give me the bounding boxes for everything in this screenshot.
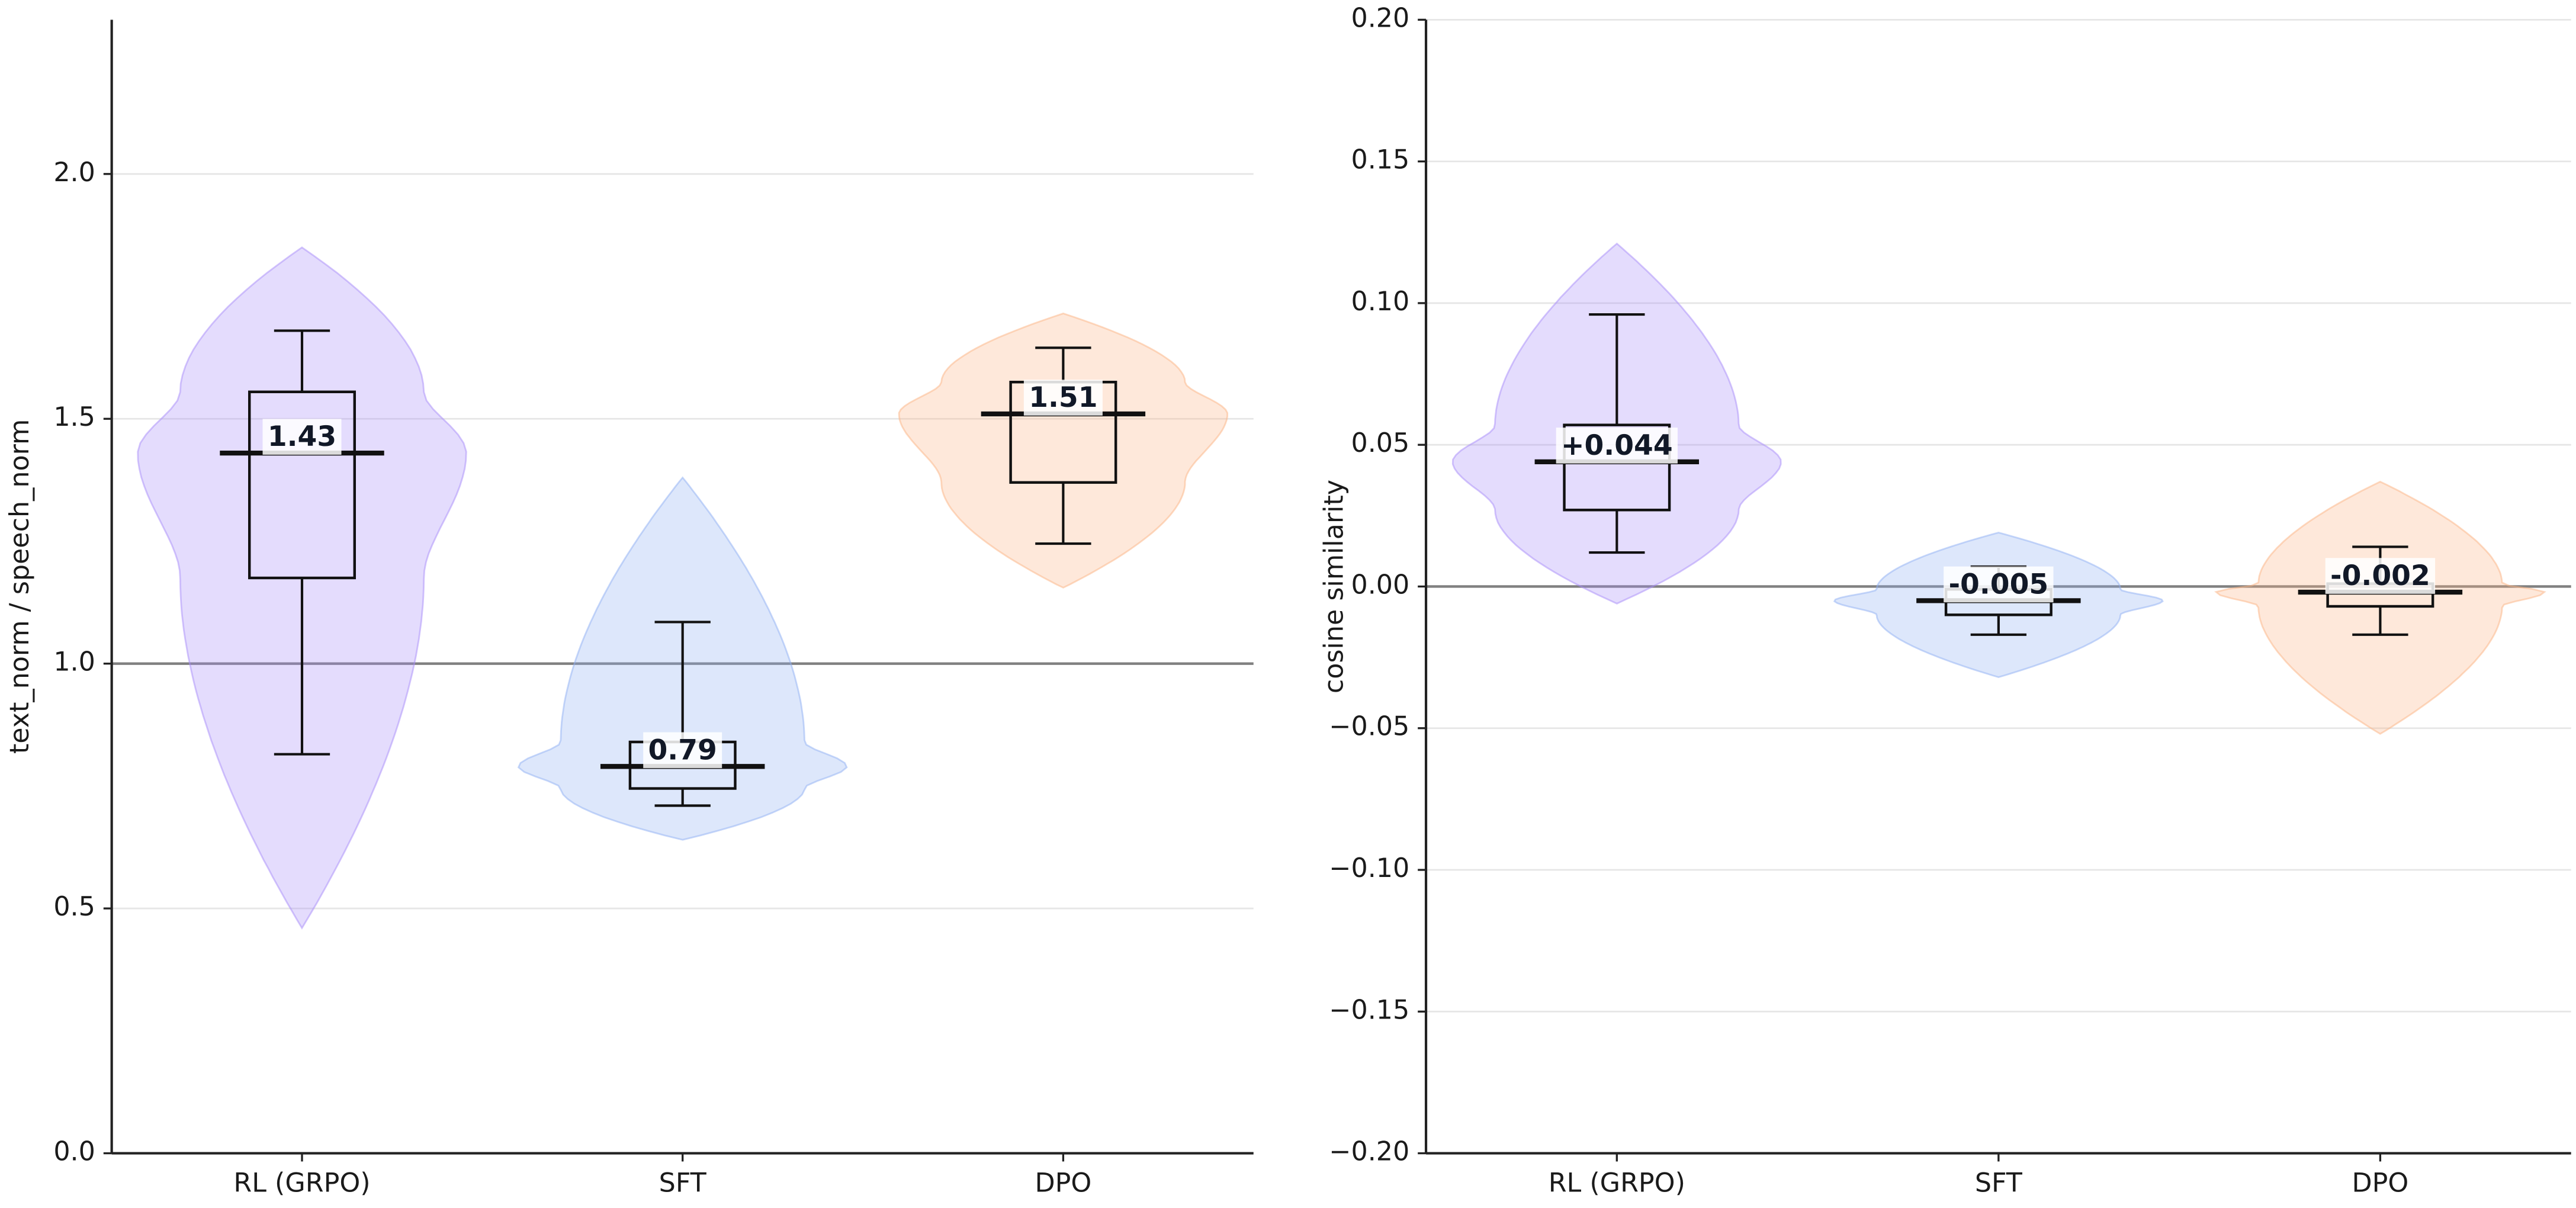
x-tick-label: RL (GRPO) <box>233 1168 370 1198</box>
violin <box>1833 532 2164 679</box>
y-tick-label: 0.15 <box>1351 145 1409 175</box>
box <box>1563 423 1671 512</box>
value-label: 0.79 <box>648 734 717 766</box>
y-tick-label: 0.5 <box>53 892 95 922</box>
value-label: -0.005 <box>1948 568 2048 600</box>
x-tick-label: DPO <box>2352 1168 2408 1198</box>
violin <box>898 312 1229 589</box>
y-tick-label: 0.10 <box>1351 287 1409 317</box>
x-tick-label: RL (GRPO) <box>1549 1168 1685 1198</box>
y-tick-label: 1.0 <box>53 647 95 677</box>
y-tick-label: −0.10 <box>1329 853 1409 883</box>
box <box>248 390 356 580</box>
x-tick-label: SFT <box>1975 1168 2023 1198</box>
y-tick-label: −0.15 <box>1329 995 1409 1025</box>
y-tick-label: 2.0 <box>53 158 95 188</box>
y-tick-label: 0.20 <box>1351 3 1409 33</box>
y-axis-label: text_norm / speech_norm <box>5 419 35 754</box>
y-tick-label: −0.05 <box>1329 712 1409 742</box>
y-tick-label: −0.20 <box>1329 1137 1409 1167</box>
value-label-bg <box>643 732 722 769</box>
value-label-bg <box>1944 566 2054 603</box>
value-label-bg <box>1556 428 1678 464</box>
y-tick-label: 1.5 <box>53 402 95 432</box>
y-axis-label: cosine similarity <box>1319 480 1349 693</box>
y-tick-label: 0.05 <box>1351 428 1409 458</box>
value-label-bg <box>262 419 342 455</box>
y-tick-label: 0.00 <box>1351 570 1409 600</box>
value-label: +0.044 <box>1561 429 1673 462</box>
value-label: 1.43 <box>268 420 336 453</box>
x-tick-label: DPO <box>1035 1168 1091 1198</box>
value-label: 1.51 <box>1029 381 1097 414</box>
y-tick-label: 0.0 <box>53 1137 95 1167</box>
value-label: -0.002 <box>2330 560 2430 592</box>
value-label-bg <box>1023 380 1103 416</box>
x-tick-label: SFT <box>659 1168 707 1198</box>
value-label-bg <box>2325 558 2436 594</box>
